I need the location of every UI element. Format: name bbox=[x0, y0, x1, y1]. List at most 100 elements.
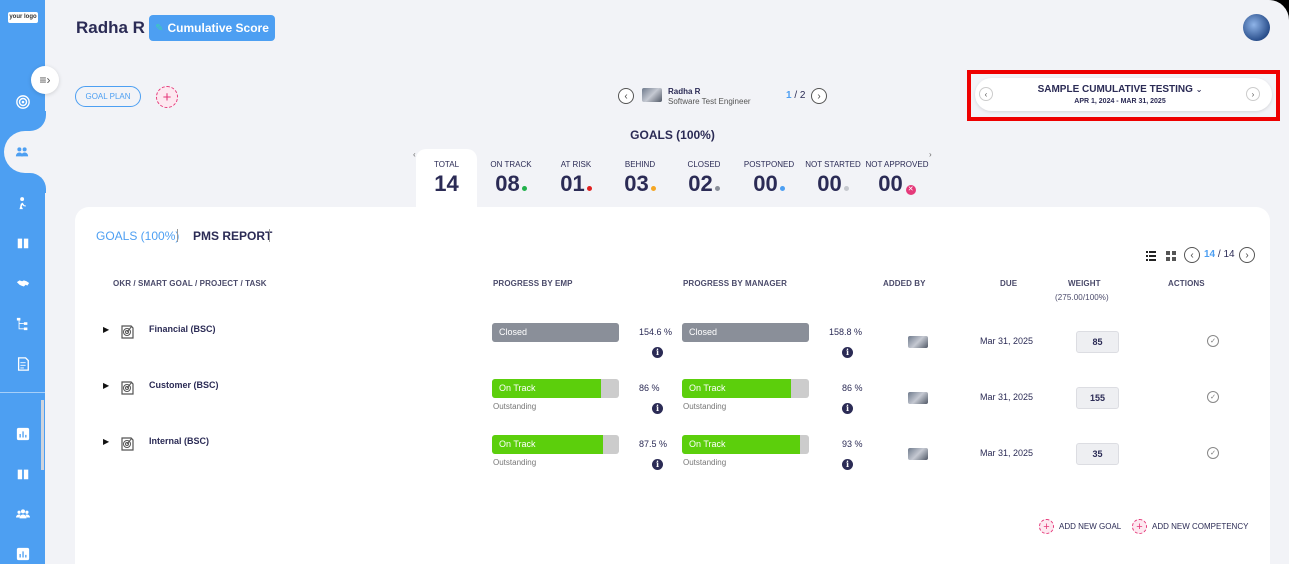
prev-page-icon[interactable]: ‹ bbox=[1184, 247, 1200, 263]
stat-not-started[interactable]: NOT STARTED 00 bbox=[803, 160, 863, 197]
expand-row-icon[interactable]: ▶ bbox=[103, 381, 110, 390]
scroll-left-icon[interactable]: ‹ bbox=[413, 150, 416, 159]
next-period-icon[interactable]: › bbox=[1246, 87, 1260, 101]
progress-bar-emp[interactable]: Closed bbox=[492, 323, 619, 342]
rating-label: Outstanding bbox=[493, 458, 537, 467]
info-icon[interactable]: i bbox=[842, 459, 853, 470]
stat-behind[interactable]: BEHIND 03 bbox=[609, 160, 671, 197]
header-goal: OKR / SMART GOAL / PROJECT / TASK bbox=[113, 279, 267, 288]
user-avatar[interactable] bbox=[1243, 14, 1270, 41]
add-new-goal-button[interactable]: + ADD NEW GOAL bbox=[1039, 519, 1121, 534]
sidebar-notch bbox=[30, 173, 46, 193]
next-employee-icon[interactable]: › bbox=[811, 88, 827, 104]
progress-bar-emp[interactable]: On Track bbox=[492, 435, 619, 454]
tab-pms-report[interactable]: PMS REPORT bbox=[193, 229, 273, 243]
expand-row-icon[interactable]: ▶ bbox=[103, 325, 110, 334]
stat-total[interactable]: TOTAL 14 bbox=[416, 160, 477, 197]
target-icon[interactable] bbox=[12, 91, 34, 113]
cumulative-score-label: Cumulative Score bbox=[167, 21, 269, 35]
progress-fill bbox=[492, 379, 601, 398]
progress-fill bbox=[492, 435, 603, 454]
total-tab[interactable] bbox=[416, 149, 477, 209]
goal-plan-button[interactable]: GOAL PLAN bbox=[75, 86, 141, 107]
person-icon[interactable] bbox=[12, 192, 34, 214]
scroll-right-icon[interactable]: › bbox=[929, 150, 932, 159]
rating-label: Outstanding bbox=[683, 402, 727, 411]
expand-row-icon[interactable]: ▶ bbox=[103, 437, 110, 446]
rating-label: Outstanding bbox=[683, 458, 727, 467]
info-icon[interactable]: i bbox=[842, 403, 853, 414]
analytics-icon[interactable] bbox=[12, 543, 34, 564]
add-icon: + bbox=[1132, 519, 1147, 534]
progress-bar-manager[interactable]: On Track bbox=[682, 379, 809, 398]
period-title[interactable]: SAMPLE CUMULATIVE TESTING ⌄ bbox=[1000, 84, 1240, 95]
progress-fill bbox=[682, 323, 809, 342]
due-date: Mar 31, 2025 bbox=[980, 336, 1034, 346]
collapse-sidebar-icon[interactable]: ≡› bbox=[31, 66, 59, 94]
info-icon[interactable]: i bbox=[842, 347, 853, 358]
stat-value: 01 bbox=[560, 171, 585, 196]
goal-name[interactable]: Financial (BSC) bbox=[149, 324, 216, 334]
sidebar-item-team[interactable] bbox=[4, 131, 46, 173]
prev-employee-icon[interactable]: ‹ bbox=[618, 88, 634, 104]
weight-value[interactable]: 85 bbox=[1076, 331, 1119, 353]
goal-icon bbox=[121, 437, 134, 451]
progress-percent-manager: 158.8 % bbox=[829, 327, 863, 337]
document-icon[interactable] bbox=[12, 353, 34, 375]
added-by-avatar bbox=[908, 392, 928, 404]
handshake-icon[interactable] bbox=[12, 272, 34, 294]
weight-value[interactable]: 155 bbox=[1076, 387, 1119, 409]
stat-postponed[interactable]: POSTPONED 00 bbox=[738, 160, 800, 197]
tab-goals[interactable]: GOALS (100%) bbox=[96, 229, 180, 243]
cumulative-score-button[interactable]: ✎ Cumulative Score bbox=[149, 15, 275, 41]
stat-not-approved[interactable]: NOT APPROVED 00 ✕ bbox=[865, 160, 929, 197]
info-icon[interactable]: i bbox=[652, 403, 663, 414]
chevron-down-icon: ⌄ bbox=[1195, 85, 1203, 94]
weight-value[interactable]: 35 bbox=[1076, 443, 1119, 465]
goal-name[interactable]: Internal (BSC) bbox=[149, 436, 210, 446]
list-view-icon[interactable] bbox=[1146, 251, 1156, 261]
stat-on-track[interactable]: ON TRACK 08 bbox=[480, 160, 542, 197]
stat-at-risk[interactable]: AT RISK 01 bbox=[545, 160, 607, 197]
sidebar-scrollbar[interactable] bbox=[41, 400, 44, 470]
status-dot bbox=[779, 186, 785, 191]
report-icon[interactable] bbox=[12, 423, 34, 445]
stat-label: BEHIND bbox=[624, 160, 656, 169]
employee-page-total: 2 bbox=[799, 90, 806, 101]
goal-name[interactable]: Customer (BSC) bbox=[149, 380, 219, 390]
stat-closed[interactable]: CLOSED 02 bbox=[673, 160, 735, 197]
add-plan-icon[interactable]: + bbox=[156, 86, 178, 108]
employee-page-current: 1 bbox=[786, 90, 792, 101]
page-sep: / bbox=[1215, 249, 1224, 260]
sidebar-divider bbox=[0, 392, 45, 393]
stat-label: ON TRACK bbox=[490, 160, 532, 169]
stat-label: NOT APPROVED bbox=[865, 160, 929, 169]
grid-view-icon[interactable] bbox=[1166, 251, 1176, 261]
not-approved-icon: ✕ bbox=[905, 185, 916, 195]
due-date: Mar 31, 2025 bbox=[980, 392, 1034, 402]
next-page-icon[interactable]: › bbox=[1239, 247, 1255, 263]
period-selector[interactable] bbox=[975, 78, 1272, 111]
info-icon[interactable]: i bbox=[652, 459, 663, 470]
add-new-competency-button[interactable]: + ADD NEW COMPETENCY bbox=[1132, 519, 1248, 534]
progress-bar-manager[interactable]: Closed bbox=[682, 323, 809, 342]
employee-name: Radha R bbox=[668, 87, 701, 96]
info-icon[interactable]: i bbox=[652, 347, 663, 358]
progress-bar-manager[interactable]: On Track bbox=[682, 435, 809, 454]
header-due: DUE bbox=[1000, 279, 1018, 288]
library-icon[interactable] bbox=[12, 463, 34, 485]
added-by-avatar bbox=[908, 448, 928, 460]
book-icon[interactable] bbox=[12, 232, 34, 254]
approve-check-icon[interactable]: ✓ bbox=[1207, 335, 1219, 347]
added-by-avatar bbox=[908, 336, 928, 348]
users-group-icon[interactable] bbox=[12, 503, 34, 525]
stat-value: 00 bbox=[878, 171, 903, 196]
approve-check-icon[interactable]: ✓ bbox=[1207, 447, 1219, 459]
progress-bar-emp[interactable]: On Track bbox=[492, 379, 619, 398]
hierarchy-icon[interactable] bbox=[12, 313, 34, 335]
page-indicator: 14 / 14 bbox=[1204, 249, 1235, 260]
approve-check-icon[interactable]: ✓ bbox=[1207, 391, 1219, 403]
stat-value: 00 bbox=[753, 171, 778, 196]
due-date: Mar 31, 2025 bbox=[980, 448, 1034, 458]
prev-period-icon[interactable]: ‹ bbox=[979, 87, 993, 101]
